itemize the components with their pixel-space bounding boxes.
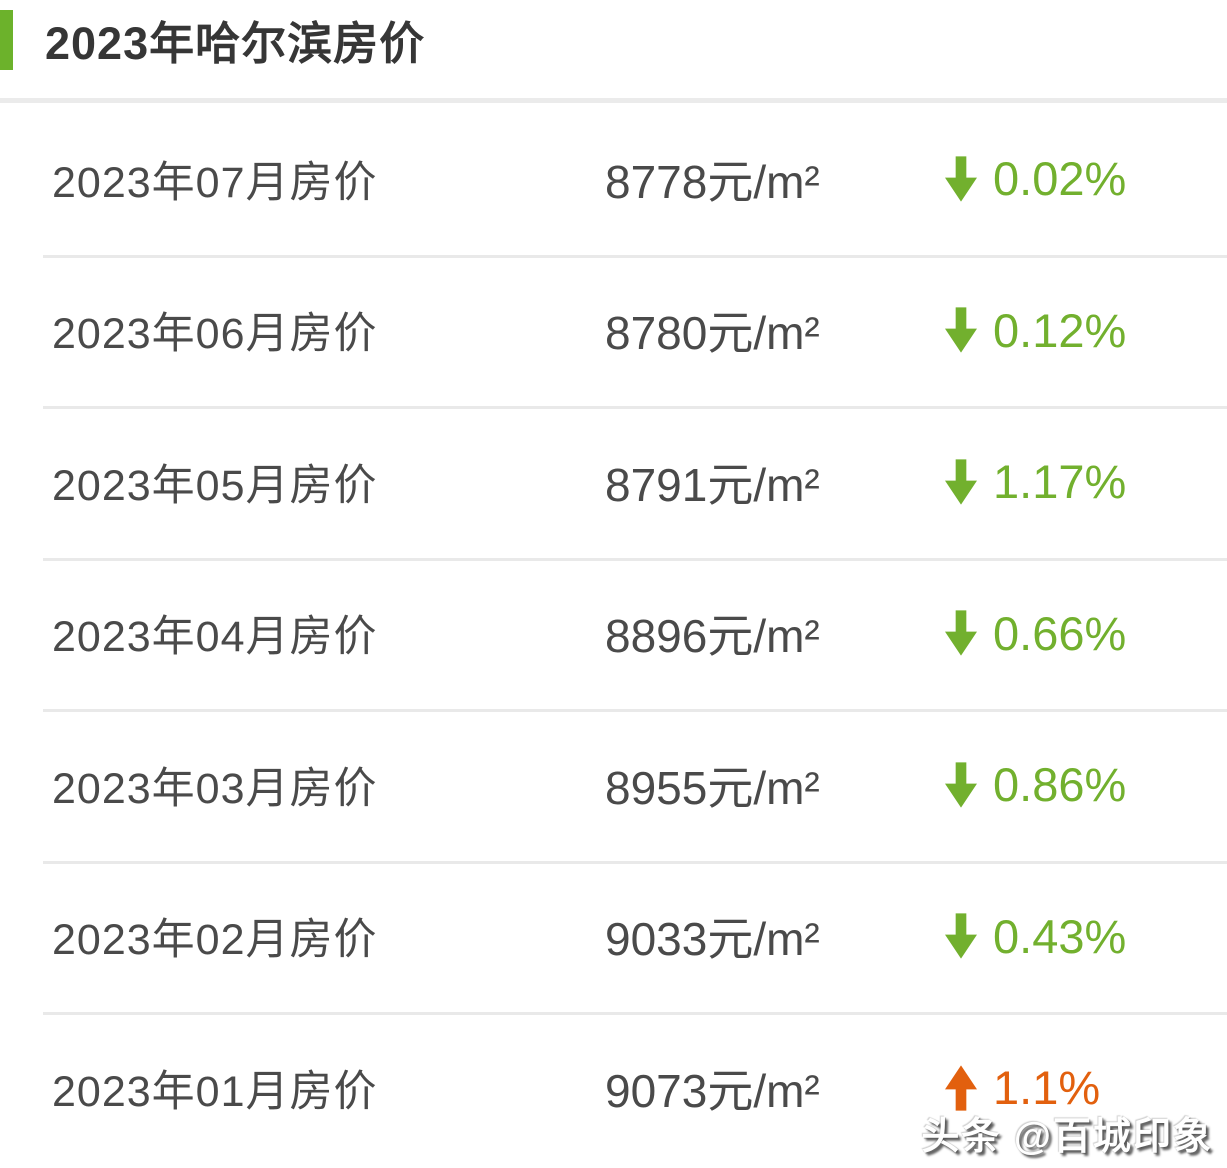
- price-change: 1.1%: [945, 1060, 1227, 1115]
- table-row: 2023年03月房价 8955元/m² 0.86%: [0, 709, 1227, 861]
- trend-arrow-icon: [945, 762, 977, 808]
- change-percent: 0.66%: [993, 606, 1127, 660]
- table-row: 2023年02月房价 9033元/m² 0.43%: [0, 860, 1227, 1013]
- month-label: 2023年02月房价: [52, 916, 378, 965]
- price-change: 0.66%: [945, 606, 1227, 661]
- trend-arrow-icon: [945, 307, 977, 353]
- table-row: 2023年05月房价 8791元/m² 1.17%: [0, 406, 1227, 558]
- month-label: 2023年03月房价: [52, 764, 378, 813]
- change-percent: 0.02%: [993, 152, 1127, 206]
- table-row: 2023年01月房价 9073元/m² 1.1%: [0, 1012, 1227, 1164]
- price-change: 1.17%: [945, 454, 1227, 509]
- change-percent: 0.43%: [993, 909, 1127, 963]
- price-value: 8955元/m²: [605, 761, 820, 814]
- table-row: 2023年04月房价 8896元/m² 0.66%: [0, 557, 1227, 710]
- month-label: 2023年04月房价: [52, 613, 378, 662]
- page-title: 2023年哈尔滨房价: [45, 18, 426, 69]
- change-percent: 1.17%: [993, 455, 1127, 509]
- month-label: 2023年01月房价: [52, 1067, 378, 1116]
- price-value: 8896元/m²: [605, 610, 820, 663]
- price-value: 8778元/m²: [605, 155, 820, 208]
- change-percent: 1.1%: [993, 1061, 1101, 1115]
- price-value: 9073元/m²: [605, 1064, 820, 1117]
- trend-arrow-icon: [945, 156, 977, 202]
- month-label: 2023年07月房价: [52, 158, 378, 207]
- trend-arrow-icon: [945, 459, 977, 505]
- page-header: 2023年哈尔滨房价: [0, 0, 1227, 103]
- change-percent: 0.12%: [993, 303, 1127, 357]
- price-change: 0.02%: [945, 151, 1227, 206]
- month-label: 2023年06月房价: [52, 310, 378, 359]
- price-change: 0.43%: [945, 909, 1227, 964]
- price-value: 9033元/m²: [605, 913, 820, 966]
- monthly-price-table: 2023年07月房价 8778元/m² 0.02% 2023年06月房价 878…: [0, 103, 1227, 1164]
- price-value: 8780元/m²: [605, 307, 820, 360]
- month-label: 2023年05月房价: [52, 461, 378, 510]
- watermark: 头条 @百城印象: [921, 1116, 1213, 1158]
- header-divider: [0, 98, 1227, 103]
- change-percent: 0.86%: [993, 758, 1127, 812]
- price-value: 8791元/m²: [605, 458, 820, 511]
- price-change: 0.12%: [945, 303, 1227, 358]
- price-change: 0.86%: [945, 757, 1227, 812]
- trend-arrow-icon: [945, 913, 977, 959]
- table-row: 2023年07月房价 8778元/m² 0.02%: [0, 103, 1227, 255]
- accent-bar: [0, 10, 13, 70]
- table-row: 2023年06月房价 8780元/m² 0.12%: [0, 254, 1227, 407]
- trend-arrow-icon: [945, 610, 977, 656]
- trend-arrow-icon: [945, 1065, 977, 1111]
